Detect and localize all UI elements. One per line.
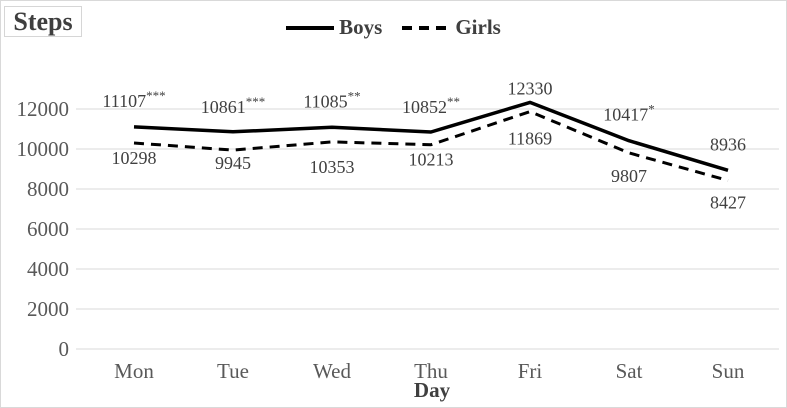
legend-label-boys: Boys [339, 15, 383, 39]
data-label-girls: 10298 [112, 148, 157, 168]
significance-stars: *** [146, 88, 166, 103]
x-tick-label: Tue [217, 359, 249, 383]
significance-stars: * [648, 102, 655, 117]
y-tick-label: 8000 [27, 177, 69, 201]
x-tick-label: Wed [313, 359, 351, 383]
y-tick-label: 2000 [27, 297, 69, 321]
y-tick-label: 12000 [17, 97, 70, 121]
legend-item-boys: Boys [286, 17, 382, 38]
y-tick-label: 10000 [17, 137, 70, 161]
data-label-girls: 9807 [611, 166, 647, 186]
data-label-boys: 10417* [603, 102, 655, 125]
data-label-girls: 10353 [310, 157, 355, 177]
series-line-boys [133, 100, 729, 172]
data-label-boys: 11085** [303, 88, 360, 111]
boys-solid-line-icon [286, 25, 335, 30]
series-line-girls [133, 110, 729, 182]
y-axis-title-box: Steps [4, 6, 82, 37]
significance-stars: ** [447, 94, 460, 109]
significance-stars: *** [246, 94, 266, 109]
x-tick-label: Sat [616, 359, 643, 383]
data-label-boys: 10852** [402, 94, 460, 117]
y-tick-label: 6000 [27, 217, 69, 241]
x-tick-label: Fri [518, 359, 543, 383]
data-label-boys: 8936 [710, 134, 746, 154]
data-label-girls: 11869 [508, 129, 552, 149]
legend-label-girls: Girls [455, 15, 501, 39]
legend-item-girls: Girls [402, 17, 501, 38]
y-tick-label: 4000 [27, 257, 69, 281]
data-label-girls: 10213 [409, 150, 454, 170]
x-tick-label: Thu [414, 359, 448, 383]
data-label-girls: 8427 [710, 193, 746, 213]
x-tick-label: Mon [114, 359, 154, 383]
data-label-boys: 10861*** [201, 94, 266, 117]
legend: Boys Girls [1, 17, 786, 38]
data-label-girls: 9945 [215, 153, 251, 173]
x-axis-title: Day [413, 378, 451, 402]
x-tick-label: Sun [712, 359, 745, 383]
y-tick-label: 0 [59, 337, 70, 361]
significance-stars: ** [348, 88, 361, 103]
y-axis-title: Steps [13, 6, 73, 36]
girls-dashed-line-icon [402, 25, 451, 30]
data-label-boys: 11107*** [102, 88, 165, 111]
data-label-boys: 12330 [508, 78, 553, 98]
